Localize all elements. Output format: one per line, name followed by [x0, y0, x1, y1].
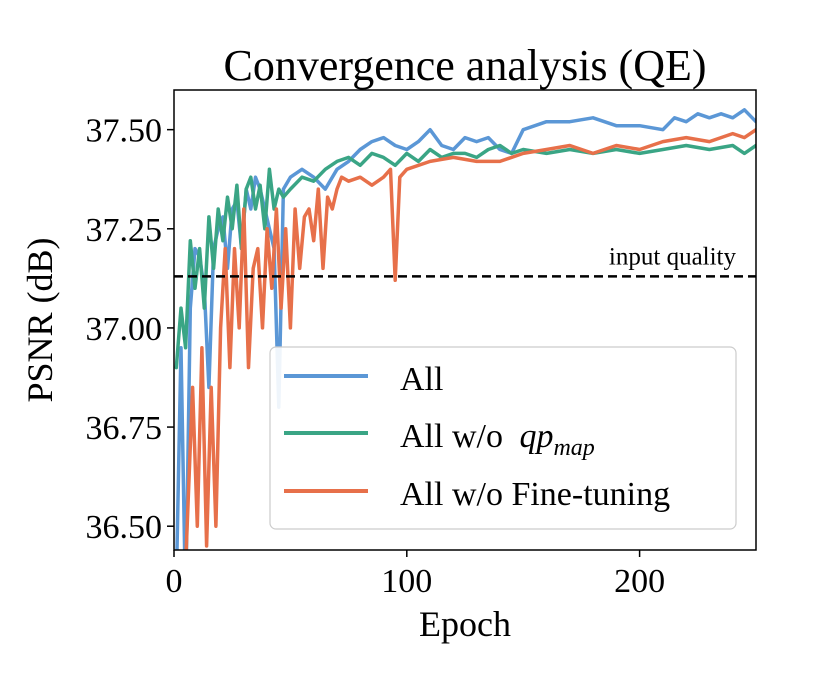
series-line-2	[184, 127, 756, 550]
plot-frame	[173, 89, 757, 551]
series-line-1	[174, 143, 756, 370]
chart-title: Convergence analysis (QE)	[223, 41, 706, 90]
y-axis-ticks: 36.50 36.75 37.00 37.25 37.50	[86, 113, 174, 546]
reference-layer: input quality	[174, 243, 756, 278]
legend-label-all: All	[400, 361, 443, 398]
x-tick-label: 100	[381, 563, 432, 600]
legend-label-math: qp	[519, 418, 553, 455]
reference-line-label: input quality	[609, 243, 737, 270]
series-layer	[174, 108, 756, 550]
legend-label-prefix: All w/o	[400, 418, 511, 455]
legend: All All w/o qpmap All w/o Fine-tuning	[269, 346, 737, 530]
x-axis-label: Epoch	[419, 604, 511, 644]
y-tick-label: 36.50	[86, 509, 163, 546]
legend-label-math-sub: map	[553, 435, 594, 461]
legend-box	[269, 346, 737, 530]
y-tick-label: 36.75	[86, 410, 163, 447]
x-axis-ticks: 0 100 200	[166, 550, 665, 600]
legend-label-all-wo-qpmap: All w/o qpmap	[400, 418, 595, 461]
x-tick-label: 0	[166, 563, 183, 600]
legend-label-all-wo-finetuning: All w/o Fine-tuning	[400, 476, 670, 513]
y-tick-label: 37.00	[86, 311, 163, 348]
y-tick-label: 37.50	[86, 113, 163, 150]
y-axis-label: PSNR (dB)	[20, 237, 60, 402]
x-tick-label: 200	[614, 563, 665, 600]
y-tick-label: 37.25	[86, 212, 163, 249]
